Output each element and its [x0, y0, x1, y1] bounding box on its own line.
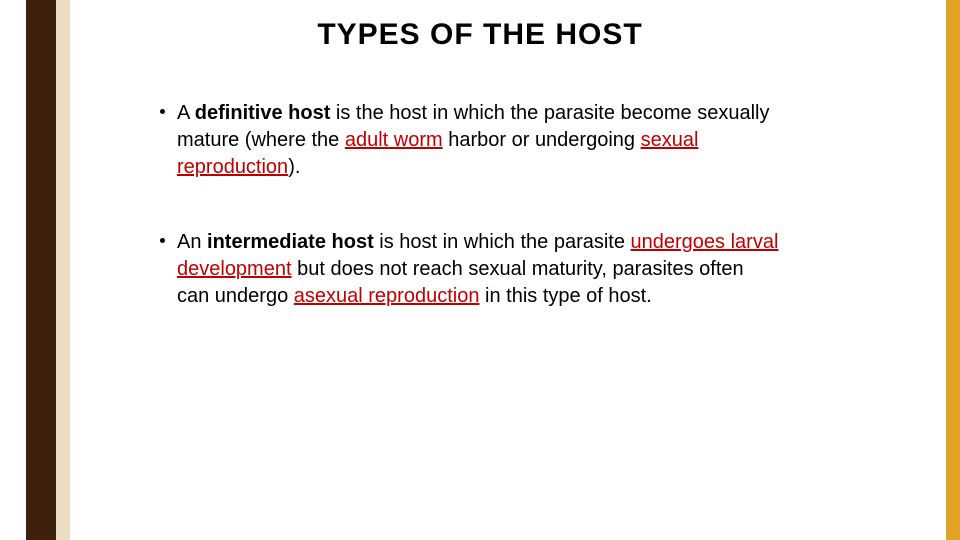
slide: TYPES OF THE HOST A definitive host is t…: [0, 0, 960, 540]
bullet-list: A definitive host is the host in which t…: [160, 100, 780, 310]
bullet-item: An intermediate host is host in which th…: [160, 229, 780, 310]
bullet-dot-icon: [160, 238, 165, 243]
slide-content: A definitive host is the host in which t…: [160, 100, 780, 310]
left-accent-light: [56, 0, 70, 540]
slide-title: TYPES OF THE HOST: [0, 18, 960, 52]
bullet-text: An intermediate host is host in which th…: [177, 229, 780, 310]
right-accent: [946, 0, 960, 540]
bullet-dot-icon: [160, 109, 165, 114]
bullet-text: A definitive host is the host in which t…: [177, 100, 780, 181]
bullet-item: A definitive host is the host in which t…: [160, 100, 780, 181]
left-accent-dark: [26, 0, 56, 540]
